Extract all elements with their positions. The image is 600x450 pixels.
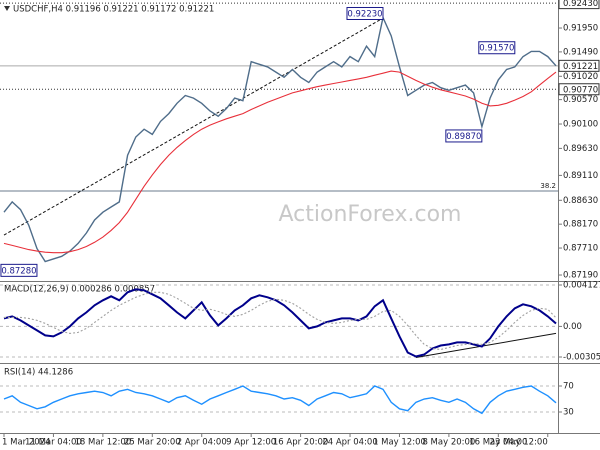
y-tick-label: 0.88170 bbox=[563, 220, 598, 230]
y-tick-label: 0.89110 bbox=[563, 171, 598, 181]
macd-title: MACD(12,26,9) 0.000286 0.000857 bbox=[4, 285, 155, 295]
series-line bbox=[3, 385, 557, 415]
series-line bbox=[3, 70, 557, 254]
annotation-label: 0.91570 bbox=[479, 44, 514, 54]
y-tick-label: 0.87710 bbox=[563, 244, 598, 254]
chart-title: USDCHF,H4 0.91196 0.91221 0.91172 0.9122… bbox=[13, 5, 214, 15]
x-tick-label: 2 Apr 04:00 bbox=[177, 438, 227, 448]
x-tick-label: 25 Mar 20:00 bbox=[124, 438, 181, 448]
fibo-label: 38.2 bbox=[540, 182, 556, 190]
x-tick-label: 16 Apr 20:00 bbox=[273, 438, 328, 448]
price-box-label: 0.91221 bbox=[563, 62, 598, 72]
y-tick-label: 0.87190 bbox=[563, 271, 598, 281]
annotation-label: 0.87280 bbox=[1, 266, 36, 276]
annotation-box bbox=[478, 41, 516, 55]
annotation-label: 0.92230 bbox=[347, 9, 382, 19]
y-tick-label: 0.00 bbox=[563, 322, 582, 332]
y-tick-label: 0.89630 bbox=[563, 144, 598, 154]
x-tick-label: 23 May 12:00 bbox=[489, 438, 547, 448]
y-tick-label: 30 bbox=[563, 408, 574, 418]
x-tick-label: 1 May 12:00 bbox=[373, 438, 426, 448]
y-tick-label: -0.003051 bbox=[563, 352, 600, 362]
y-tick-label: 0.88630 bbox=[563, 196, 598, 206]
price-box bbox=[558, 59, 600, 72]
series-line bbox=[3, 288, 557, 358]
y-tick-label: 0.90570 bbox=[563, 95, 598, 105]
series-line bbox=[3, 15, 557, 263]
trend-line bbox=[415, 332, 557, 358]
y-tick-label: 0.90100 bbox=[563, 120, 598, 130]
price-box-label: 0.92430 bbox=[563, 0, 598, 9]
y-tick-label: 70 bbox=[563, 382, 574, 392]
price-box bbox=[558, 83, 600, 96]
price-box bbox=[558, 0, 600, 10]
rsi-title: RSI(14) 44.1286 bbox=[4, 368, 73, 378]
x-tick-label: 8 May 20:00 bbox=[422, 438, 475, 448]
y-tick-label: 0.91950 bbox=[563, 24, 598, 34]
annotation-box bbox=[346, 6, 384, 20]
y-tick-label: 0.004127 bbox=[563, 281, 600, 291]
trend-line bbox=[3, 17, 384, 236]
price-box-label: 0.90770 bbox=[563, 85, 598, 95]
annotation-label: 0.89870 bbox=[446, 132, 481, 142]
x-tick-label: 9 Apr 12:00 bbox=[226, 438, 276, 448]
x-tick-label: 1 Mar 2024 bbox=[2, 438, 50, 448]
y-tick-label: 0.91490 bbox=[563, 47, 598, 57]
y-tick-label: 0.91020 bbox=[563, 72, 598, 82]
x-tick-label: 11 Mar 04:00 bbox=[25, 438, 82, 448]
watermark: ActionForex.com bbox=[279, 202, 462, 227]
annotation-box bbox=[445, 129, 483, 143]
x-tick-label: 18 Mar 12:00 bbox=[74, 438, 131, 448]
annotation-box bbox=[0, 263, 38, 277]
x-tick-label: 16 May 04:00 bbox=[469, 438, 527, 448]
x-tick-label: 24 Apr 04:00 bbox=[322, 438, 377, 448]
symbol-icon bbox=[4, 6, 10, 11]
